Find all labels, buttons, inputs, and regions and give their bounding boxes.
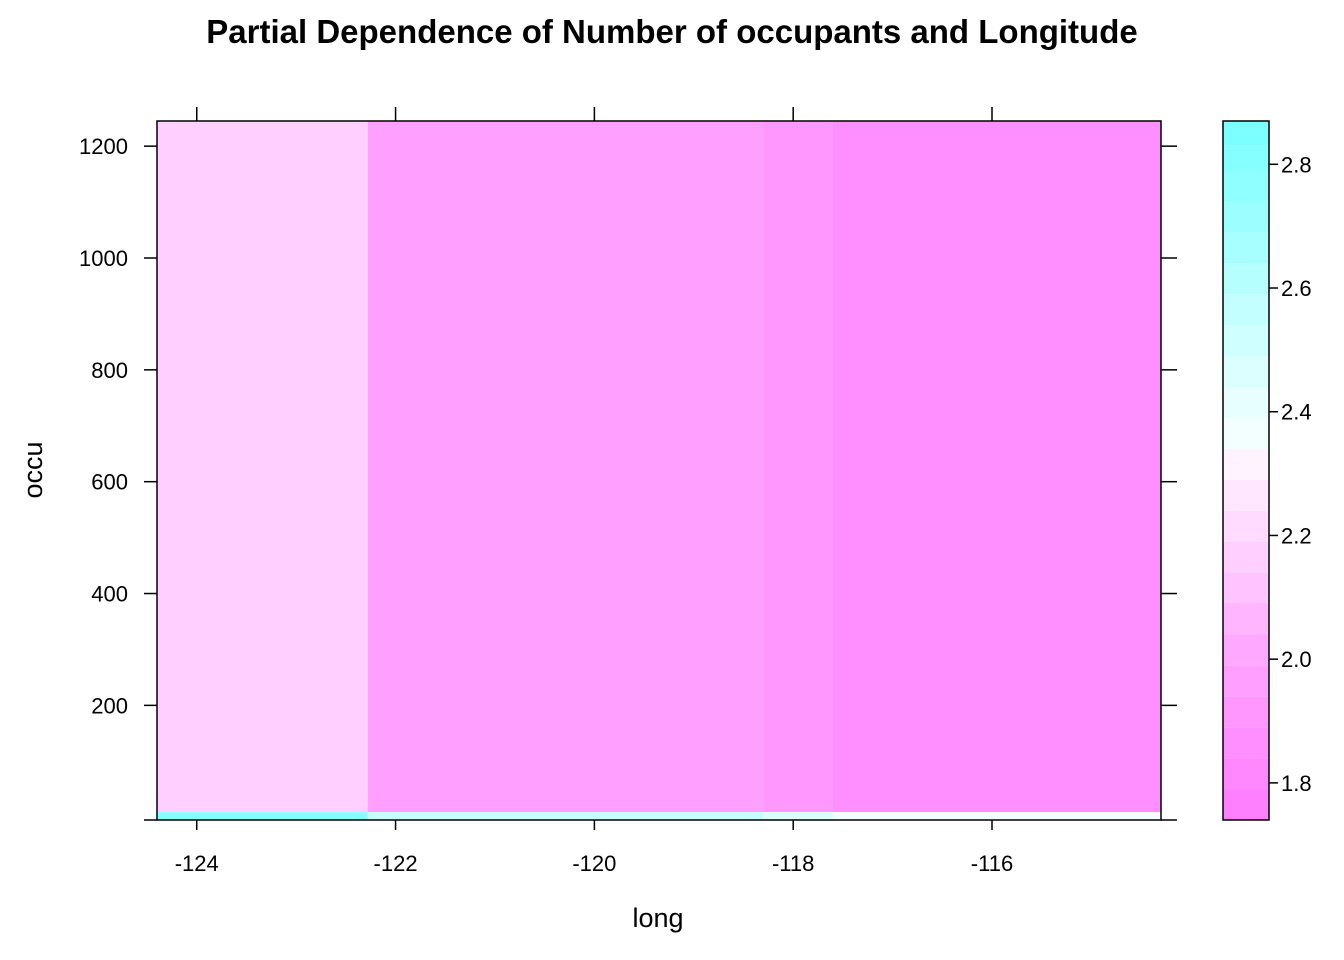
y-tick-label: 800 (91, 358, 128, 383)
colorbar-bin-0 (1223, 789, 1269, 820)
colorbar-tick-label: 2.8 (1281, 152, 1312, 177)
y-tick-label: 200 (91, 693, 128, 718)
colorbar-bin-4 (1223, 665, 1269, 697)
y-tick-label: 1000 (79, 246, 128, 271)
heatmap-cell-0 (157, 121, 368, 813)
y-tick-label: 600 (91, 470, 128, 495)
colorbar-bin-20 (1223, 170, 1269, 202)
colorbar-bin-3 (1223, 696, 1269, 728)
x-tick-label: -118 (772, 851, 814, 876)
colorbar-bin-1 (1223, 758, 1269, 790)
colorbar-bin-13 (1223, 386, 1269, 418)
y-tick-label: 400 (91, 582, 128, 607)
colorbar-tick-label: 2.0 (1281, 647, 1312, 672)
colorbar-bin-6 (1223, 603, 1269, 635)
x-tick-label: -122 (374, 851, 418, 876)
colorbar-bin-16 (1223, 294, 1269, 326)
heatmap-cells (157, 121, 1161, 820)
colorbar-bin-7 (1223, 572, 1269, 604)
y-tick-label: 1200 (79, 134, 128, 159)
colorbar-tick-label: 1.8 (1281, 771, 1312, 796)
colorbar-ticks: 1.8 2.0 2.2 2.4 2.6 2.8 (1269, 152, 1312, 796)
y-axis-ticks: 200 400 600 800 1000 1200 (79, 134, 1177, 821)
colorbar-bin-15 (1223, 325, 1269, 357)
heatmap-cell-5 (367, 812, 764, 820)
colorbar-bin-9 (1223, 510, 1269, 542)
colorbar-bin-21 (1223, 145, 1269, 171)
colorbar-bin-19 (1223, 201, 1269, 233)
x-axis-ticks: -124 -122 -120 -118 -116 (175, 107, 1013, 876)
heatmap-cell-4 (157, 812, 368, 820)
heatmap-cell-1 (367, 121, 764, 813)
colorbar-tick-label: 2.4 (1281, 400, 1312, 425)
chart-title: Partial Dependence of Number of occupant… (206, 13, 1137, 50)
colorbar-bin-22 (1223, 121, 1269, 146)
x-tick-label: -116 (971, 851, 1013, 876)
colorbar-bin-5 (1223, 634, 1269, 666)
colorbar-tick-label: 2.2 (1281, 523, 1312, 548)
x-tick-label: -124 (175, 851, 219, 876)
plot-frame (156, 120, 1162, 821)
heatmap-cell-2 (763, 121, 833, 813)
colorbar-frame (1222, 120, 1270, 821)
colorbar (1223, 121, 1269, 820)
x-tick-label: -120 (572, 851, 616, 876)
x-axis-label: long (632, 903, 683, 933)
heatmap-cell-7 (832, 812, 1161, 820)
colorbar-bin-8 (1223, 541, 1269, 573)
colorbar-bin-14 (1223, 356, 1269, 387)
heatmap-cell-3 (832, 121, 1161, 813)
colorbar-tick-label: 2.6 (1281, 276, 1312, 301)
y-axis-label: occu (18, 441, 48, 498)
colorbar-bin-10 (1223, 479, 1269, 511)
colorbar-bin-18 (1223, 232, 1269, 264)
colorbar-bin-17 (1223, 263, 1269, 295)
heatmap-cell-6 (763, 812, 833, 820)
colorbar-bin-12 (1223, 417, 1269, 449)
colorbar-bin-11 (1223, 448, 1269, 480)
colorbar-bin-2 (1223, 727, 1269, 759)
